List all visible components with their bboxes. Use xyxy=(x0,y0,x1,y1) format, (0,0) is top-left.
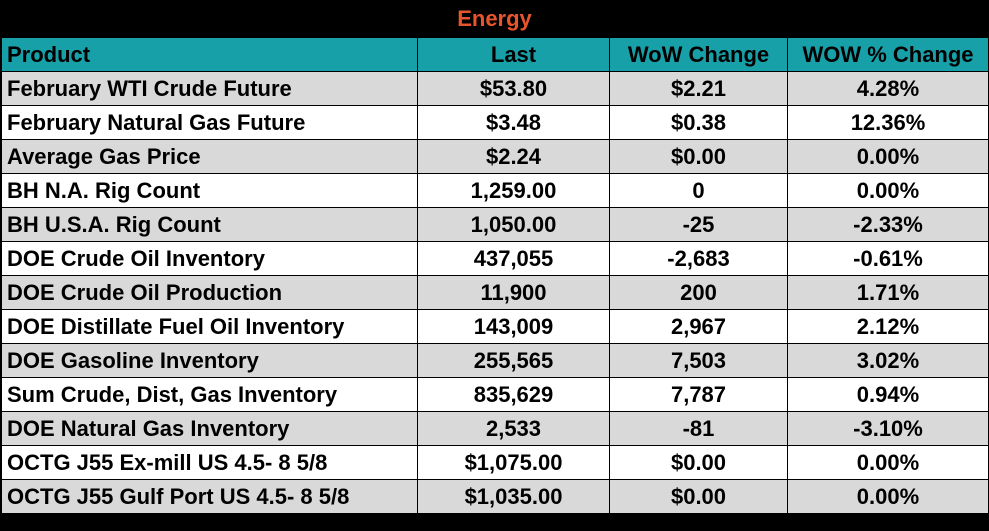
cell-product: DOE Crude Oil Inventory xyxy=(1,241,418,276)
cell-product: DOE Crude Oil Production xyxy=(1,275,418,310)
table-row: BH U.S.A. Rig Count 1,050.00 -25 -2.33% xyxy=(1,207,989,242)
cell-last: $3.48 xyxy=(417,105,610,140)
cell-wow-change: $0.38 xyxy=(609,105,788,140)
cell-wow-pct-change: 0.00% xyxy=(787,139,989,174)
header-product: Product xyxy=(1,37,418,72)
cell-product: Average Gas Price xyxy=(1,139,418,174)
cell-wow-change: 0 xyxy=(609,173,788,208)
cell-last: 1,050.00 xyxy=(417,207,610,242)
cell-wow-pct-change: 0.94% xyxy=(787,377,989,412)
cell-last: 255,565 xyxy=(417,343,610,378)
cell-wow-pct-change: 0.00% xyxy=(787,479,989,514)
cell-product: OCTG J55 Ex-mill US 4.5- 8 5/8 xyxy=(1,445,418,480)
table-row: February WTI Crude Future $53.80 $2.21 4… xyxy=(1,71,989,106)
cell-wow-pct-change: 2.12% xyxy=(787,309,989,344)
table-row: February Natural Gas Future $3.48 $0.38 … xyxy=(1,105,989,140)
header-row: Product Last WoW Change WOW % Change xyxy=(1,37,989,72)
header-wow-pct-change: WOW % Change xyxy=(787,37,989,72)
cell-wow-change: -2,683 xyxy=(609,241,788,276)
cell-wow-change: 2,967 xyxy=(609,309,788,344)
cell-product: DOE Natural Gas Inventory xyxy=(1,411,418,446)
cell-product: DOE Gasoline Inventory xyxy=(1,343,418,378)
cell-wow-pct-change: -0.61% xyxy=(787,241,989,276)
cell-wow-change: $2.21 xyxy=(609,71,788,106)
cell-product: February WTI Crude Future xyxy=(1,71,418,106)
cell-wow-pct-change: 3.02% xyxy=(787,343,989,378)
cell-product: BH U.S.A. Rig Count xyxy=(1,207,418,242)
cell-last: 143,009 xyxy=(417,309,610,344)
cell-wow-pct-change: 0.00% xyxy=(787,173,989,208)
cell-wow-change: -25 xyxy=(609,207,788,242)
cell-last: $1,075.00 xyxy=(417,445,610,480)
cell-wow-change: $0.00 xyxy=(609,139,788,174)
table-row: DOE Crude Oil Inventory 437,055 -2,683 -… xyxy=(1,241,989,276)
table-row: DOE Natural Gas Inventory 2,533 -81 -3.1… xyxy=(1,411,989,446)
cell-wow-pct-change: 4.28% xyxy=(787,71,989,106)
cell-wow-change: -81 xyxy=(609,411,788,446)
cell-last: $2.24 xyxy=(417,139,610,174)
table-row: BH N.A. Rig Count 1,259.00 0 0.00% xyxy=(1,173,989,208)
header-wow-change: WoW Change xyxy=(609,37,788,72)
cell-last: 835,629 xyxy=(417,377,610,412)
table-row: OCTG J55 Ex-mill US 4.5- 8 5/8 $1,075.00… xyxy=(1,445,989,480)
table-row: DOE Gasoline Inventory 255,565 7,503 3.0… xyxy=(1,343,989,378)
table-row: Average Gas Price $2.24 $0.00 0.00% xyxy=(1,139,989,174)
cell-last: $53.80 xyxy=(417,71,610,106)
cell-product: OCTG J55 Gulf Port US 4.5- 8 5/8 xyxy=(1,479,418,514)
cell-last: 1,259.00 xyxy=(417,173,610,208)
cell-wow-change: 200 xyxy=(609,275,788,310)
cell-wow-pct-change: 1.71% xyxy=(787,275,989,310)
cell-wow-pct-change: -3.10% xyxy=(787,411,989,446)
cell-last: 437,055 xyxy=(417,241,610,276)
cell-last: 11,900 xyxy=(417,275,610,310)
cell-wow-pct-change: 0.00% xyxy=(787,445,989,480)
cell-product: DOE Distillate Fuel Oil Inventory xyxy=(1,309,418,344)
cell-wow-pct-change: -2.33% xyxy=(787,207,989,242)
table-row: OCTG J55 Gulf Port US 4.5- 8 5/8 $1,035.… xyxy=(1,479,989,514)
cell-last: 2,533 xyxy=(417,411,610,446)
energy-table: Product Last WoW Change WOW % Change Feb… xyxy=(1,37,989,514)
header-last: Last xyxy=(417,37,610,72)
cell-product: Sum Crude, Dist, Gas Inventory xyxy=(1,377,418,412)
table-row: DOE Crude Oil Production 11,900 200 1.71… xyxy=(1,275,989,310)
cell-wow-change: 7,503 xyxy=(609,343,788,378)
cell-product: February Natural Gas Future xyxy=(1,105,418,140)
table-row: DOE Distillate Fuel Oil Inventory 143,00… xyxy=(1,309,989,344)
cell-wow-pct-change: 12.36% xyxy=(787,105,989,140)
table-row: Sum Crude, Dist, Gas Inventory 835,629 7… xyxy=(1,377,989,412)
cell-wow-change: $0.00 xyxy=(609,445,788,480)
cell-wow-change: $0.00 xyxy=(609,479,788,514)
cell-product: BH N.A. Rig Count xyxy=(1,173,418,208)
cell-wow-change: 7,787 xyxy=(609,377,788,412)
cell-last: $1,035.00 xyxy=(417,479,610,514)
table-title: Energy xyxy=(457,6,532,31)
